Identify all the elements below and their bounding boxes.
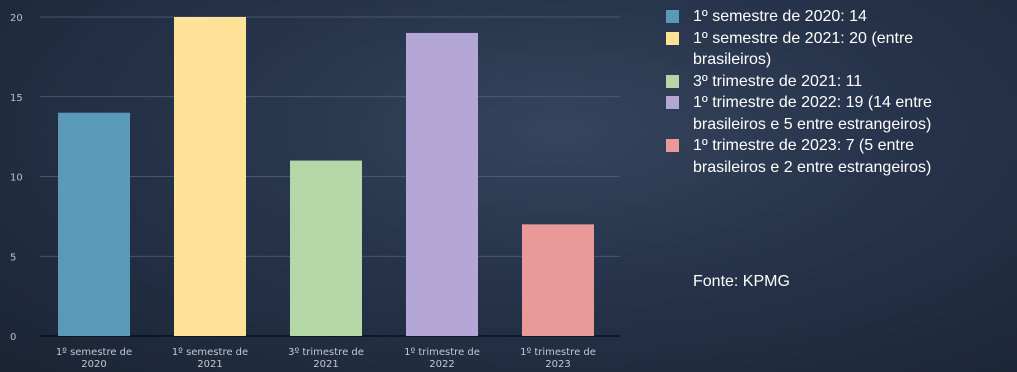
- legend: 1º semestre de 2020: 14 1º semestre de 20…: [666, 6, 1017, 178]
- x-tick-label: 3º trimestre de 2021: [288, 347, 364, 370]
- legend-item: 1º semestre de 2020: 14: [666, 6, 1017, 28]
- legend-item: 1º semestre de 2021: 20 (entre brasileiro…: [666, 28, 1017, 71]
- y-tick-label: 10: [10, 173, 23, 184]
- source-note: Fonte: KPMG: [693, 273, 790, 290]
- legend-item: 1º trimestre de 2022: 19 (14 entre brasil…: [666, 92, 1017, 135]
- legend-item: 1º trimestre de 2023: 7 (5 entre brasilei…: [666, 135, 1017, 178]
- legend-swatch: [666, 74, 679, 88]
- bars: [58, 17, 594, 336]
- legend-swatch: [666, 139, 679, 152]
- legend-label: 3º trimestre de 2021: 11: [693, 72, 863, 90]
- y-tick-label: 0: [10, 332, 16, 343]
- legend-swatch: [666, 10, 679, 23]
- legend-swatch: [666, 96, 679, 109]
- x-tick-label: 1º semestre de 2021: [172, 347, 248, 370]
- bar: [522, 224, 594, 336]
- bar: [174, 17, 246, 336]
- x-axis-labels: 1º semestre de 2020 1º semestre de 2021 3º t…: [56, 347, 596, 370]
- x-tick-label: 1º trimestre de 2022: [404, 347, 480, 370]
- x-tick-label: 1º semestre de 2020: [56, 347, 132, 370]
- y-axis-ticks: 0 5 10 15 20: [10, 13, 23, 343]
- bar: [290, 160, 362, 336]
- bar: [58, 112, 130, 336]
- legend-label: 1º trimestre de 2023: 7 (5 entre brasilei…: [693, 137, 932, 176]
- legend-label: 1º trimestre de 2022: 19 (14 entre brasil…: [693, 94, 932, 133]
- x-tick-label: 1º trimestre de 2023: [520, 347, 596, 370]
- y-tick-label: 20: [10, 13, 23, 24]
- legend-label: 1º semestre de 2020: 14: [693, 8, 867, 25]
- y-tick-label: 5: [10, 252, 16, 263]
- legend-swatch: [666, 31, 679, 45]
- legend-item: 3º trimestre de 2021: 11: [666, 71, 1017, 93]
- bar: [406, 32, 478, 336]
- y-tick-label: 15: [10, 93, 23, 104]
- legend-label: 1º semestre de 2021: 20 (entre brasileiro…: [693, 29, 914, 69]
